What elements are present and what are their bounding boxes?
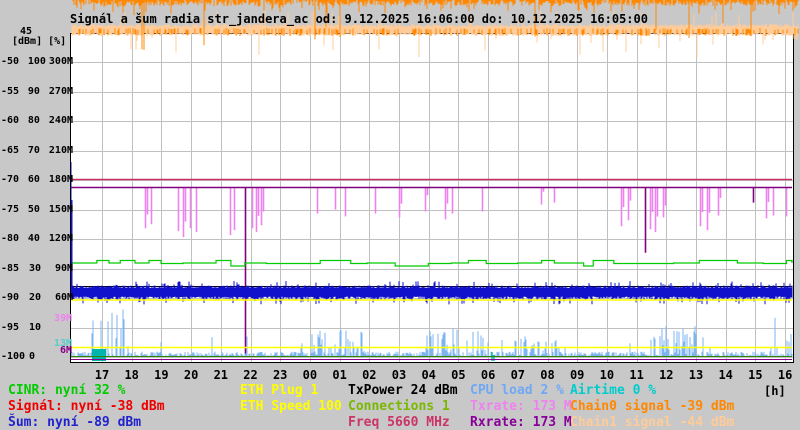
hour-label-10: 10 <box>599 368 615 382</box>
legend-signál: Signál: nyní -38 dBm <box>8 399 165 414</box>
y-axis-row: -65 70 210M <box>1 144 73 156</box>
y-axis-row: -85 30 90M <box>1 262 73 274</box>
hour-label-19: 19 <box>154 368 169 382</box>
y-axis-row: -95 10 <box>1 321 42 333</box>
cinr-line <box>71 259 793 267</box>
legend-eth: ETH Plug 1 <box>240 383 319 398</box>
hour-label-17: 17 <box>94 368 110 382</box>
y-axis-row: -60 80 240M <box>1 115 73 127</box>
hour-label-02: 02 <box>362 368 377 382</box>
y-axis-row: -50 100 300M <box>1 56 73 68</box>
y-axis-row: -90 20 60M <box>1 292 73 304</box>
hour-label-08: 08 <box>540 368 555 382</box>
legend-chain1: Chain1 signal -44 dBm <box>570 415 735 430</box>
y-axis-row: -55 90 270M <box>1 85 73 97</box>
chart-title: Signál a šum radia str_jandera_ac od: 9.… <box>70 12 648 26</box>
legend-rxrate: Rxrate: 173 M <box>470 415 572 430</box>
hour-label-12: 12 <box>659 368 674 382</box>
legend-airtime: Airtime 0 % <box>570 383 657 398</box>
hour-label-18: 18 <box>124 368 139 382</box>
marker-39M: 39M <box>53 312 72 324</box>
gridlines <box>70 33 793 362</box>
chain0-signal-band <box>72 0 799 50</box>
hour-label-22: 22 <box>243 368 258 382</box>
hour-label-23: 23 <box>272 368 288 382</box>
legend-eth: ETH Speed 100 <box>240 399 342 414</box>
hour-label-03: 03 <box>391 368 407 382</box>
hour-label-14: 14 <box>718 368 733 382</box>
txrate-drops <box>144 186 788 238</box>
legend-šum: Šum: nyní -89 dBm <box>8 415 142 430</box>
hour-label-07: 07 <box>510 368 526 382</box>
hour-label-13: 13 <box>688 368 704 382</box>
legend-txrate: Txrate: 173 M <box>470 399 572 414</box>
y-axis-top-tick: 45 <box>20 26 33 37</box>
chain1-chain0-mix <box>78 28 799 36</box>
legend-connections: Connections 1 <box>348 399 450 414</box>
legend-freq: Freq 5660 MHz <box>348 415 450 430</box>
rxrate-drops <box>244 186 755 357</box>
x-axis-unit-label: [h] <box>764 384 786 398</box>
hour-label-06: 06 <box>480 368 496 382</box>
y-axis-row: -100 0 <box>1 351 36 362</box>
hour-label-20: 20 <box>183 368 199 382</box>
hour-label-16: 16 <box>777 368 793 382</box>
marker-6M: 6M <box>59 345 72 357</box>
legend-cpu: CPU load 2 % <box>470 383 564 398</box>
hour-label-11: 11 <box>629 368 644 382</box>
y-axis-row: -70 60 180M <box>1 174 73 186</box>
legend-chain0: Chain0 signal -39 dBm <box>570 399 735 414</box>
legend-cinr: CINR: nyní 32 % <box>8 383 126 398</box>
hour-label-04: 04 <box>421 368 436 382</box>
y-axis-row: -80 40 120M <box>1 233 73 245</box>
y-axis-row: -75 50 150M <box>1 203 73 215</box>
marker-13M: 13M <box>53 338 72 350</box>
hour-label-05: 05 <box>451 368 466 382</box>
hour-label-01: 01 <box>332 368 347 382</box>
hour-label-21: 21 <box>213 368 229 382</box>
hour-label-00: 00 <box>302 368 318 382</box>
y-axis-units-label: [dBm] [%] <box>12 36 67 47</box>
hour-label-09: 09 <box>569 368 585 382</box>
hour-label-15: 15 <box>748 368 763 382</box>
airtime-burst <box>92 349 106 361</box>
legend-txpower: TxPower 24 dBm <box>348 383 458 398</box>
